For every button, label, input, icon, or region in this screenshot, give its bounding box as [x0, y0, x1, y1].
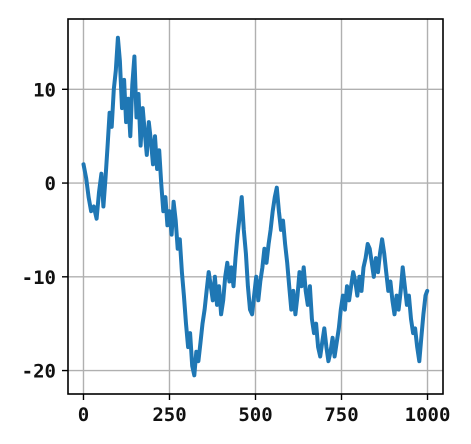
x-tick-label: 250 [152, 404, 186, 426]
tick-labels: 0 250 500 750 1000 -20 -10 0 10 [22, 79, 451, 426]
y-tick-label: 10 [33, 79, 56, 101]
tick-marks [62, 88, 429, 400]
y-tick-label: -20 [22, 361, 56, 383]
x-tick-label: 500 [238, 404, 272, 426]
y-tick-label: -10 [22, 267, 56, 289]
grid-lines [68, 19, 443, 394]
series-line [81, 35, 430, 378]
x-tick-label: 0 [78, 404, 89, 426]
x-tick-label: 1000 [405, 404, 451, 426]
series-layer [81, 35, 430, 378]
y-tick-label: 0 [45, 173, 56, 195]
x-tick-label: 750 [324, 404, 358, 426]
